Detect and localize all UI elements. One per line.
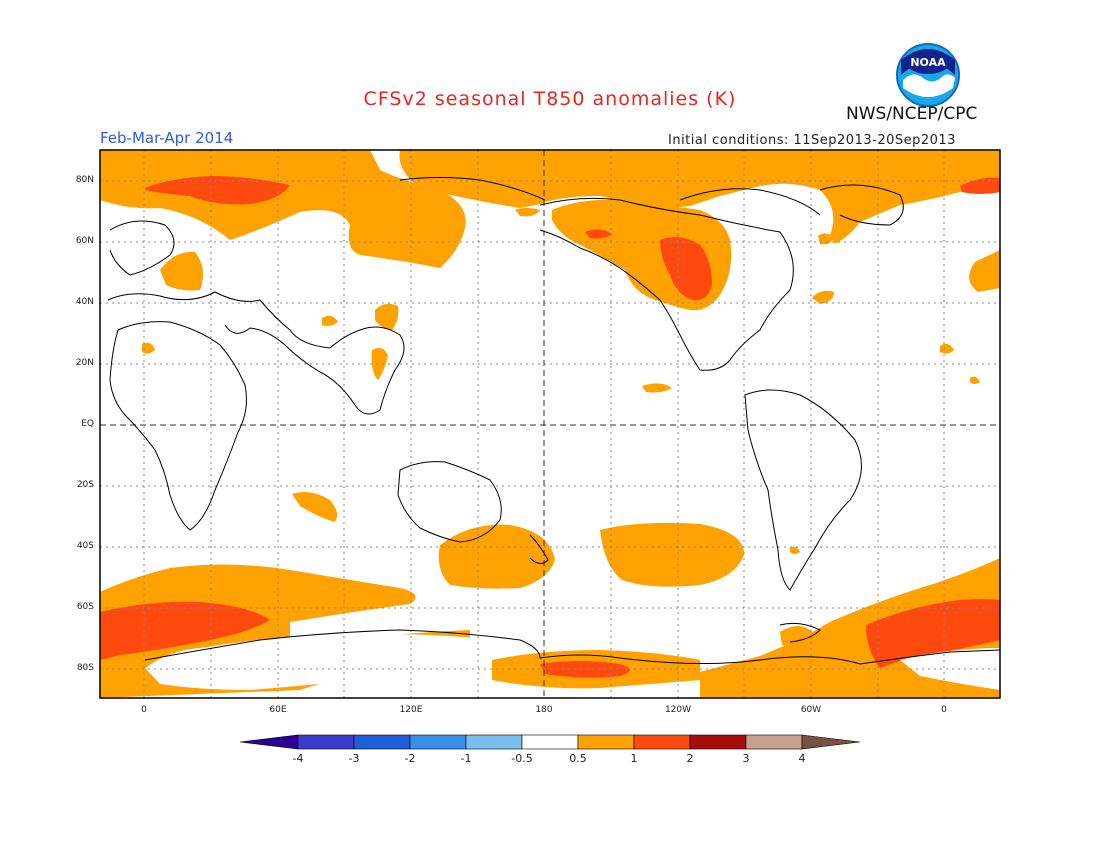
colorbar-segment-low-arrow — [239, 734, 299, 750]
colorbar-label: -2 — [404, 752, 416, 765]
lat-label: 20S — [76, 480, 94, 490]
colorbar-segment — [521, 734, 579, 750]
chart-title: CFSv2 seasonal T850 anomalies (K) — [363, 88, 737, 110]
colorbar-segment — [633, 734, 691, 750]
lon-label: 180 — [535, 705, 553, 715]
noaa-logo: NOAA — [893, 40, 963, 114]
colorbar-segment-high-arrow — [801, 734, 861, 750]
colorbar-label: 0.5 — [569, 752, 587, 765]
lat-label: EQ — [81, 419, 94, 429]
colorbar-label: -4 — [292, 752, 304, 765]
colorbar-segment — [577, 734, 635, 750]
lon-label: 0 — [141, 705, 147, 715]
lat-label: 20N — [75, 358, 94, 368]
colorbar-label: 2 — [686, 752, 694, 765]
anomaly-region-small-patches — [142, 303, 980, 554]
colorbar-segment — [465, 734, 523, 750]
lon-label: 120E — [399, 705, 423, 715]
lat-label: 40N — [75, 297, 94, 307]
colorbar-segment — [297, 734, 355, 750]
lon-label: 0 — [941, 705, 947, 715]
lat-label: 40S — [76, 541, 94, 551]
colorbar-label: 3 — [742, 752, 750, 765]
colorbar-label: 4 — [798, 752, 806, 765]
lon-label: 60E — [269, 705, 287, 715]
lat-label: 80S — [76, 663, 94, 673]
initial-conditions: Initial conditions: 11Sep2013-20Sep2013 — [668, 133, 956, 148]
antarctica-white — [145, 634, 1000, 690]
colorbar-label: -0.5 — [511, 752, 533, 765]
anomaly-region-arctic-strong — [145, 176, 1000, 205]
noaa-logo-text: NOAA — [910, 56, 946, 69]
colorbar-segment — [409, 734, 467, 750]
map-frame — [99, 149, 1001, 699]
colorbar-segment — [745, 734, 803, 750]
coastlines — [107, 177, 1000, 665]
lat-label: 80N — [75, 175, 94, 185]
colorbar-segment — [689, 734, 747, 750]
colorbar-label: -3 — [348, 752, 360, 765]
lon-label: 120W — [664, 705, 692, 715]
anomaly-region-north-america-strong — [585, 229, 712, 301]
map-reference-lines — [100, 150, 1000, 698]
colorbar-label: 1 — [630, 752, 638, 765]
colorbar-label: -1 — [460, 752, 472, 765]
anomaly-region-southern-strong — [100, 599, 1000, 678]
lon-label: 60W — [800, 705, 822, 715]
colorbar-segment — [353, 734, 411, 750]
map-grid — [100, 150, 1000, 698]
forecast-period: Feb-Mar-Apr 2014 — [100, 129, 234, 147]
lat-label: 60N — [75, 236, 94, 246]
agency-label: NWS/NCEP/CPC — [846, 104, 978, 124]
lat-label: 60S — [76, 602, 94, 612]
colorbar — [239, 734, 861, 750]
